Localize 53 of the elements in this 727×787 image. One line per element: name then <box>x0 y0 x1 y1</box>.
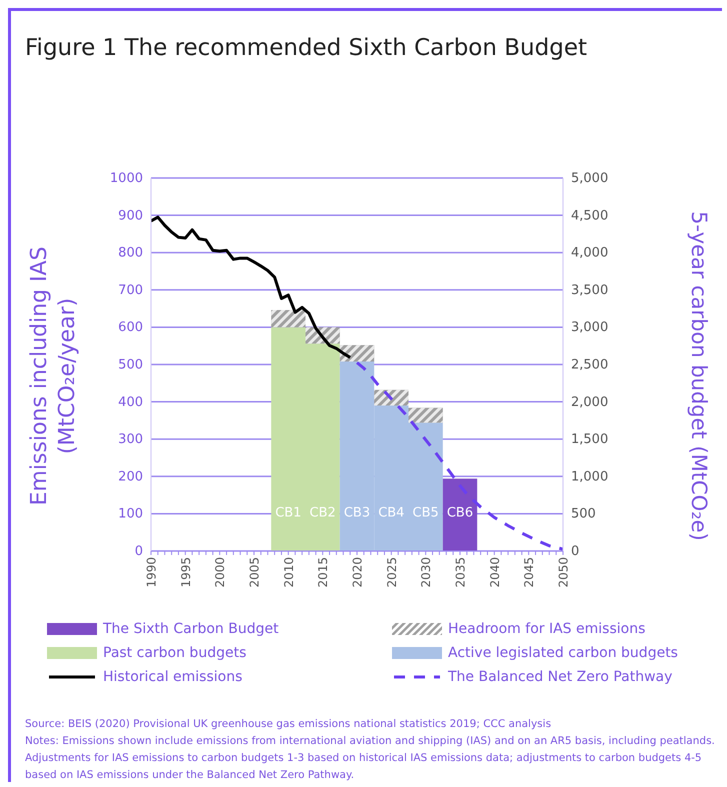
x-tick-label: 2040 <box>488 557 502 588</box>
x-tick-label: 2010 <box>282 557 296 588</box>
x-tick-label: 1990 <box>144 557 159 588</box>
y2-tick-label: 3,000 <box>571 320 608 336</box>
y-tick-label: 200 <box>118 469 143 484</box>
annotation: CB5 <box>412 505 439 520</box>
x-tick-label: 2030 <box>419 557 434 588</box>
x-tick-label: 2005 <box>248 557 262 588</box>
y2-tick-label: 4,500 <box>571 208 608 224</box>
x-tick-label: 2050 <box>556 557 571 588</box>
bar <box>442 478 478 551</box>
annotation: CB2 <box>310 505 336 520</box>
annotation: CB3 <box>344 505 370 520</box>
legend-label: Headroom for IAS emissions <box>448 621 646 637</box>
legend-label: The Sixth Carbon Budget <box>103 621 279 637</box>
y-tick-label: 0 <box>134 544 143 559</box>
x-tick-label: 2015 <box>316 557 330 588</box>
y-tick-label: 400 <box>118 394 143 410</box>
x-tick-label: 2025 <box>384 557 399 588</box>
y2-tick-label: 500 <box>571 506 596 522</box>
y2-tick-label: 0 <box>571 544 580 559</box>
y2-tick-label: 3,500 <box>571 282 608 298</box>
y2-tick-label: 5,000 <box>571 171 608 186</box>
chart-title: Figure 1 The recommended Sixth Carbon Budget <box>25 35 587 61</box>
annotation: CB4 <box>378 505 404 520</box>
y2-tick-label: 2,500 <box>571 358 608 372</box>
y2-tick-label: 1,500 <box>571 432 608 448</box>
y-tick-label: 300 <box>118 432 143 448</box>
y-tick-label: 900 <box>118 208 143 224</box>
y-tick-label: 600 <box>118 320 143 336</box>
legend-label: The Balanced Net Zero Pathway <box>448 669 672 685</box>
x-tick-label: 2045 <box>522 557 536 588</box>
y2-tick-label: 4,000 <box>571 246 608 261</box>
y2-axis-title: 5-year carbon budget (MtCO₂e) <box>686 210 712 543</box>
y-tick-label: 800 <box>118 246 143 261</box>
annotation: CB1 <box>275 505 302 520</box>
y-axis-title: Emissions including IAS (MtCO₂e/year) <box>26 245 81 508</box>
x-tick-label: 1995 <box>178 557 193 588</box>
text: Notes: Emissions shown include emissions from international aviation and shipping (IAS) and on an AR5 basis, including peatlands. Adjustments for IAS emissions to carbon budgets 1-3 based on historical IAS emissions data; adjustments to carbon budgets 4-5 based on IAS emissions under the Balanced Net Zero Pathway. <box>25 734 715 783</box>
y-tick-label: 1000 <box>110 171 143 186</box>
y-tick-label: 100 <box>118 506 143 522</box>
y2-tick-label: 1,000 <box>571 469 608 484</box>
y-tick-label: 500 <box>118 358 143 372</box>
source-note: Source: BEIS (2020) Provisional UK greenhouse gas emissions national statistics 2019; CCC analysis <box>25 717 552 732</box>
x-tick-label: 2020 <box>350 557 365 588</box>
y2-tick-label: 2,000 <box>571 394 608 410</box>
y-tick-label: 700 <box>118 282 143 298</box>
annotation: CB6 <box>446 505 474 520</box>
x-tick-label: 2035 <box>454 557 468 588</box>
legend-label: Past carbon budgets <box>103 645 246 661</box>
legend-label: Historical emissions <box>103 669 242 685</box>
legend-label: Active legislated carbon budgets <box>448 645 678 661</box>
x-tick-label: 2000 <box>213 557 228 588</box>
